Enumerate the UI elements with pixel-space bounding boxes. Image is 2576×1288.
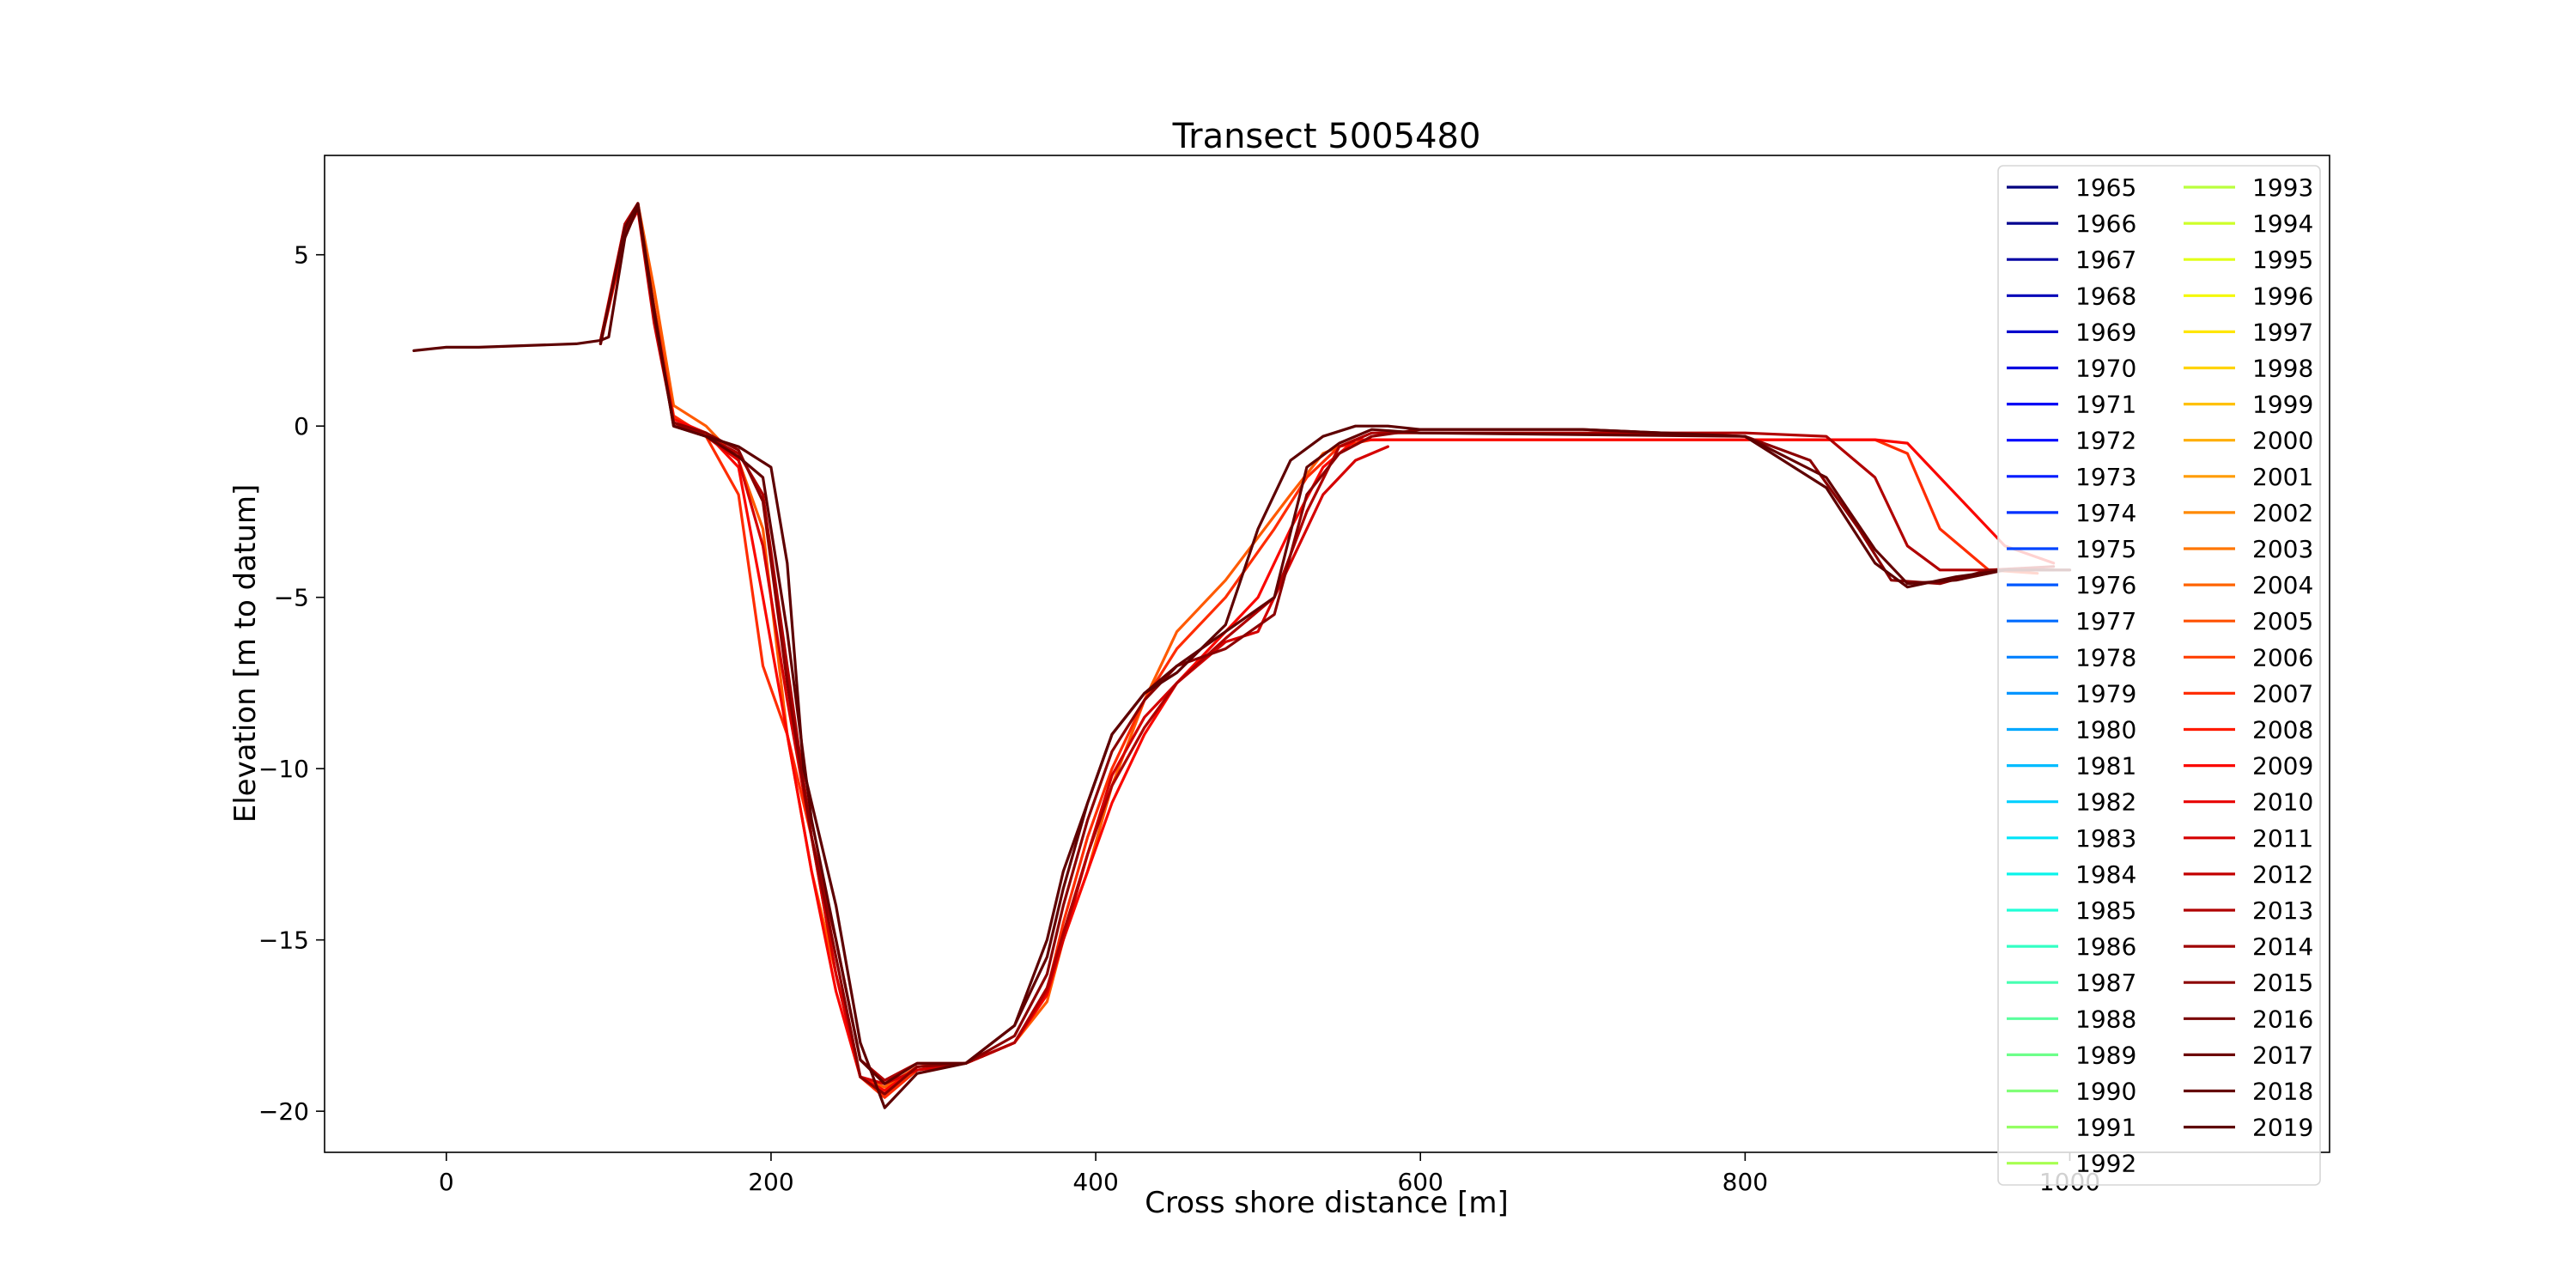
legend-label: 1989: [2075, 1041, 2136, 1069]
legend-label: 1973: [2075, 463, 2136, 491]
y-tick-label: −20: [258, 1097, 309, 1126]
y-tick-label: 5: [294, 241, 309, 270]
legend-label: 2013: [2252, 896, 2313, 925]
legend-label: 2008: [2252, 716, 2313, 744]
x-tick-label: 400: [1072, 1168, 1118, 1196]
x-tick-label: 800: [1722, 1168, 1768, 1196]
x-tick-label: 600: [1397, 1168, 1443, 1196]
legend-label: 1994: [2252, 210, 2313, 238]
legend-label: 1983: [2075, 824, 2136, 853]
legend-label: 1974: [2075, 499, 2136, 527]
legend-label: 1966: [2075, 210, 2136, 238]
legend-label: 1972: [2075, 427, 2136, 455]
legend-label: 1969: [2075, 318, 2136, 346]
legend: 1965 1966 1967 1968 1969 1970 1971 1972 1973 1974…: [1997, 165, 2321, 1186]
series-line-7: [598, 202, 2072, 1085]
legend-label: 1967: [2075, 246, 2136, 274]
y-axis-label: Elevation [m to datum]: [228, 484, 263, 823]
chart-title: Transect 5005480: [1172, 117, 1481, 156]
legend-label: 2007: [2252, 679, 2313, 708]
legend-label: 2009: [2252, 752, 2313, 781]
legend-label: 1993: [2252, 173, 2313, 202]
legend-label: 2001: [2252, 463, 2313, 491]
series-line-3: [598, 202, 2056, 1092]
y-tick-label: 0: [294, 412, 309, 440]
x-axis-label: Cross shore distance [m]: [1145, 1186, 1509, 1220]
legend-label: 1981: [2075, 752, 2136, 781]
series-line-5: [598, 202, 2056, 1082]
x-tick-label: 200: [748, 1168, 793, 1196]
plot-frame: [324, 155, 2330, 1153]
legend-label: 1980: [2075, 716, 2136, 744]
legend-label: 1977: [2075, 607, 2136, 635]
y-tick-label: −5: [274, 584, 309, 612]
legend-label: 1988: [2075, 1005, 2136, 1033]
legend-label: 1996: [2252, 282, 2313, 310]
legend-label: 2010: [2252, 788, 2313, 817]
legend-label: 1984: [2075, 860, 2136, 889]
legend-label: 1990: [2075, 1078, 2136, 1106]
legend-label: 1985: [2075, 896, 2136, 925]
x-axis-ticks: 02004006008001000: [439, 1152, 2100, 1196]
legend-label: 1995: [2252, 246, 2313, 274]
legend-label: 1991: [2075, 1114, 2136, 1142]
y-axis-ticks: 5 0 −5 −10 −15 −20: [258, 241, 325, 1126]
legend-label: 2016: [2252, 1005, 2313, 1033]
legend-label: 2019: [2252, 1114, 2313, 1142]
legend-label: 2012: [2252, 860, 2313, 889]
legend-label: 1999: [2252, 391, 2313, 419]
legend-label: 2006: [2252, 643, 2313, 671]
legend-label: 1997: [2252, 318, 2313, 346]
legend-label: 2014: [2252, 933, 2313, 961]
legend-label: 2015: [2252, 969, 2313, 997]
legend-label: 1986: [2075, 933, 2136, 961]
legend-label: 1992: [2075, 1150, 2136, 1178]
legend-label: 2004: [2252, 571, 2313, 599]
legend-label: 1965: [2075, 173, 2136, 202]
legend-label: 2018: [2252, 1078, 2313, 1106]
legend-label: 2017: [2252, 1041, 2313, 1069]
legend-box: [1997, 165, 2321, 1186]
y-tick-label: −15: [258, 927, 309, 955]
legend-label: 2000: [2252, 427, 2313, 455]
legend-label: 2005: [2252, 607, 2313, 635]
legend-label: 2002: [2252, 499, 2313, 527]
legend-label: 1998: [2252, 355, 2313, 383]
legend-label: 1982: [2075, 788, 2136, 817]
legend-label: 1978: [2075, 643, 2136, 671]
legend-label: 1979: [2075, 679, 2136, 708]
legend-label: 2011: [2252, 824, 2313, 853]
legend-label: 1970: [2075, 355, 2136, 383]
legend-label: 2003: [2252, 535, 2313, 563]
legend-label: 1968: [2075, 282, 2136, 310]
legend-label: 1987: [2075, 969, 2136, 997]
series-line-8: [412, 205, 2072, 1109]
x-tick-label: 0: [439, 1168, 454, 1196]
y-tick-label: −10: [258, 755, 309, 783]
plot-lines: [412, 202, 2072, 1109]
legend-label: 1971: [2075, 391, 2136, 419]
legend-label: 1976: [2075, 571, 2136, 599]
legend-label: 1975: [2075, 535, 2136, 563]
